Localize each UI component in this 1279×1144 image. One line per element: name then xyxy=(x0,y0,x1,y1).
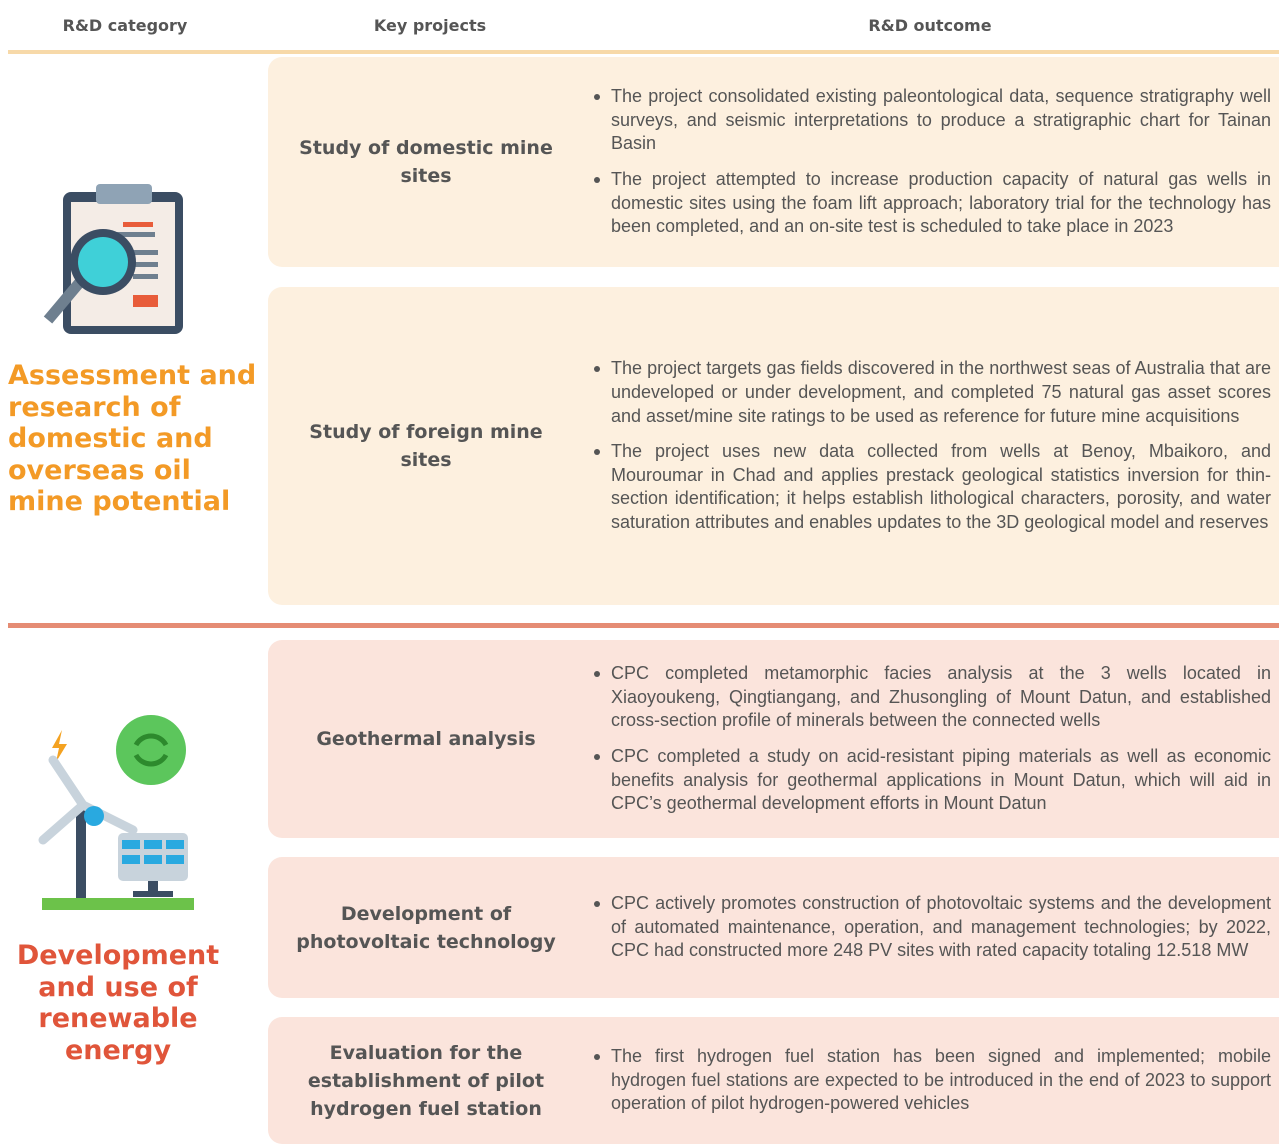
outcome-list: CPC actively promotes construction of ph… xyxy=(584,880,1279,975)
column-header: Key projects xyxy=(373,16,487,35)
outcome-item: CPC actively promotes construction of ph… xyxy=(584,892,1271,963)
project-row: Evaluation for the establishment of pilo… xyxy=(268,1017,1279,1144)
column-header: R&D outcome xyxy=(868,16,992,35)
divider xyxy=(8,623,1279,628)
column-header: R&D category xyxy=(62,16,188,35)
divider xyxy=(8,50,1279,54)
outcome-list: CPC completed metamorphic facies analysi… xyxy=(584,650,1279,828)
research-icon xyxy=(43,184,183,334)
project-name: Development of photovoltaic technology xyxy=(296,902,556,953)
outcome-list: The project targets gas fields discovere… xyxy=(584,345,1279,546)
outcome-list: The first hydrogen fuel station has been… xyxy=(584,1033,1279,1128)
outcome-item: The first hydrogen fuel station has been… xyxy=(584,1045,1271,1116)
category-title: Development and use of renewable energy xyxy=(16,940,220,1066)
outcome-list: The project consolidated existing paleon… xyxy=(584,73,1279,251)
outcome-item: The project uses new data collected from… xyxy=(584,440,1271,534)
project-name: Geothermal analysis xyxy=(316,728,536,750)
category-title: Assessment and research of domestic and … xyxy=(8,360,257,517)
project-row: Development of photovoltaic technology CP… xyxy=(268,857,1279,998)
project-row: Study of domestic mine sites The project … xyxy=(268,57,1279,267)
outcome-item: The project consolidated existing paleon… xyxy=(584,85,1271,156)
project-name: Study of domestic mine sites xyxy=(299,137,553,187)
project-row: Study of foreign mine sites The project t… xyxy=(268,287,1279,605)
project-row: Geothermal analysis CPC completed metamor… xyxy=(268,640,1279,838)
outcome-item: CPC completed metamorphic facies analysi… xyxy=(584,662,1271,733)
outcome-item: The project targets gas fields discovere… xyxy=(584,357,1271,428)
project-name: Study of foreign mine sites xyxy=(309,421,543,471)
project-name: Evaluation for the establishment of pilo… xyxy=(307,1041,545,1120)
outcome-item: CPC completed a study on acid-resistant … xyxy=(584,745,1271,816)
renewable-icon xyxy=(38,715,194,910)
outcome-item: The project attempted to increase produc… xyxy=(584,168,1271,239)
